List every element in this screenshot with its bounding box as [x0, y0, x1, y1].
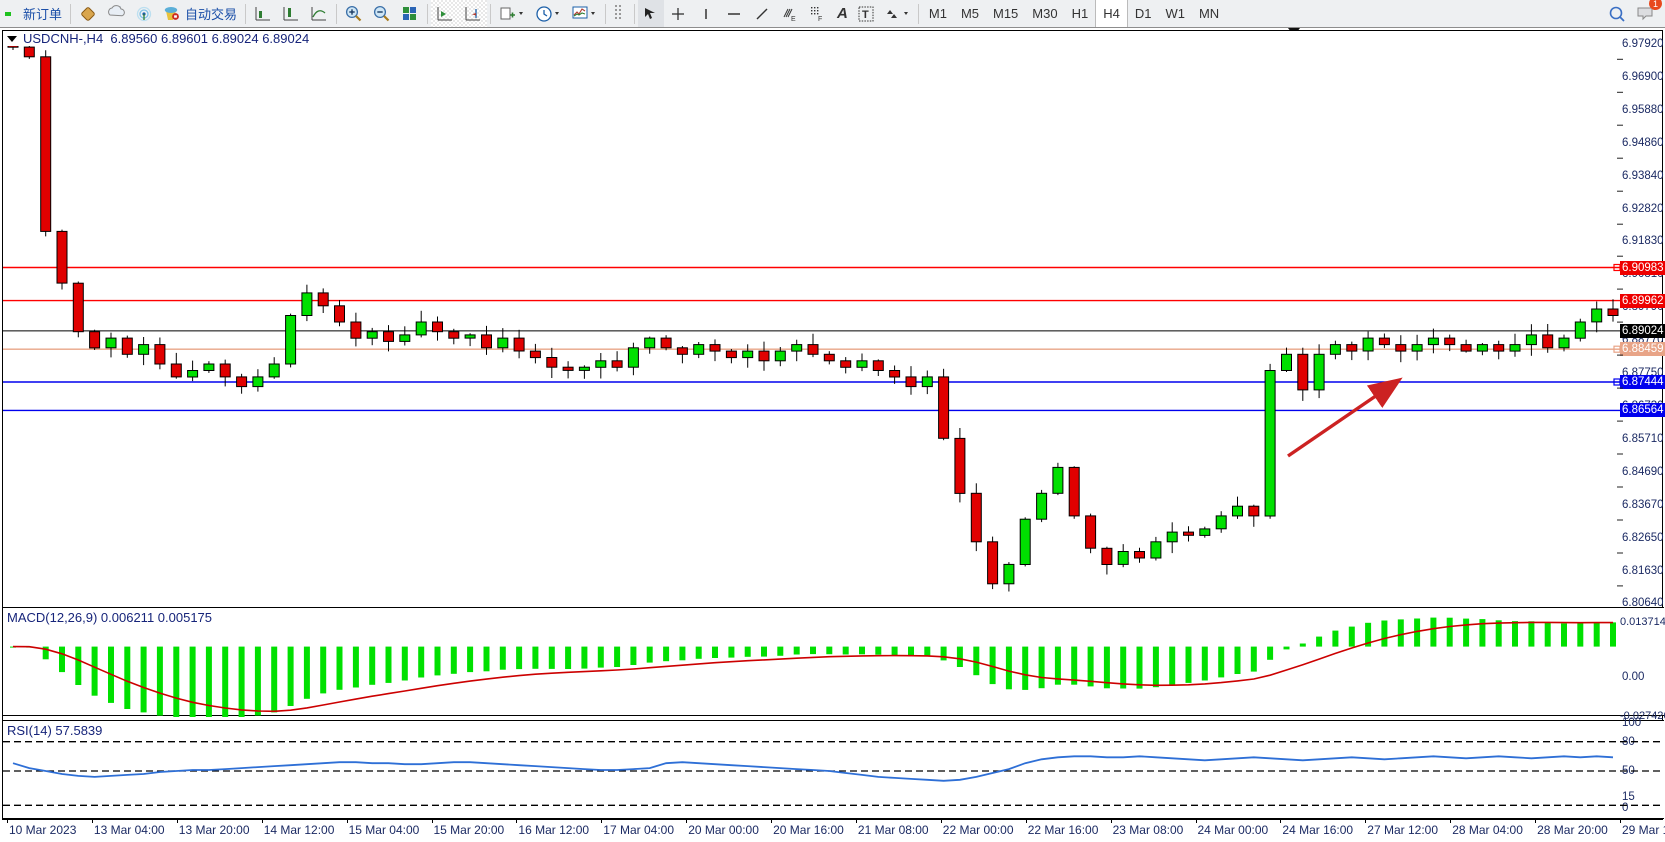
svg-text:T: T	[862, 9, 869, 21]
svg-text:F: F	[818, 16, 822, 23]
svg-text:E: E	[791, 16, 796, 23]
